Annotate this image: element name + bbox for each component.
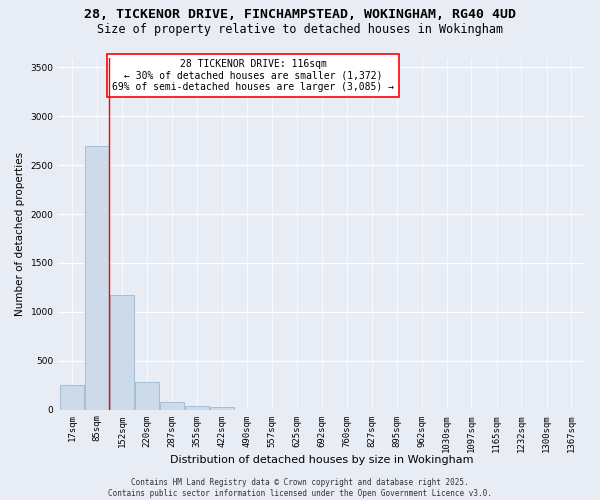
Bar xyxy=(85,146,109,410)
Text: 28 TICKENOR DRIVE: 116sqm
← 30% of detached houses are smaller (1,372)
69% of se: 28 TICKENOR DRIVE: 116sqm ← 30% of detac… xyxy=(112,60,394,92)
Bar xyxy=(110,296,134,410)
Y-axis label: Number of detached properties: Number of detached properties xyxy=(15,152,25,316)
Text: Size of property relative to detached houses in Wokingham: Size of property relative to detached ho… xyxy=(97,22,503,36)
Bar xyxy=(135,382,160,409)
Bar xyxy=(60,386,84,409)
Bar xyxy=(210,407,234,410)
Text: 28, TICKENOR DRIVE, FINCHAMPSTEAD, WOKINGHAM, RG40 4UD: 28, TICKENOR DRIVE, FINCHAMPSTEAD, WOKIN… xyxy=(84,8,516,20)
Text: Contains HM Land Registry data © Crown copyright and database right 2025.
Contai: Contains HM Land Registry data © Crown c… xyxy=(108,478,492,498)
Bar xyxy=(160,402,184,409)
X-axis label: Distribution of detached houses by size in Wokingham: Distribution of detached houses by size … xyxy=(170,455,473,465)
Bar xyxy=(185,406,209,409)
